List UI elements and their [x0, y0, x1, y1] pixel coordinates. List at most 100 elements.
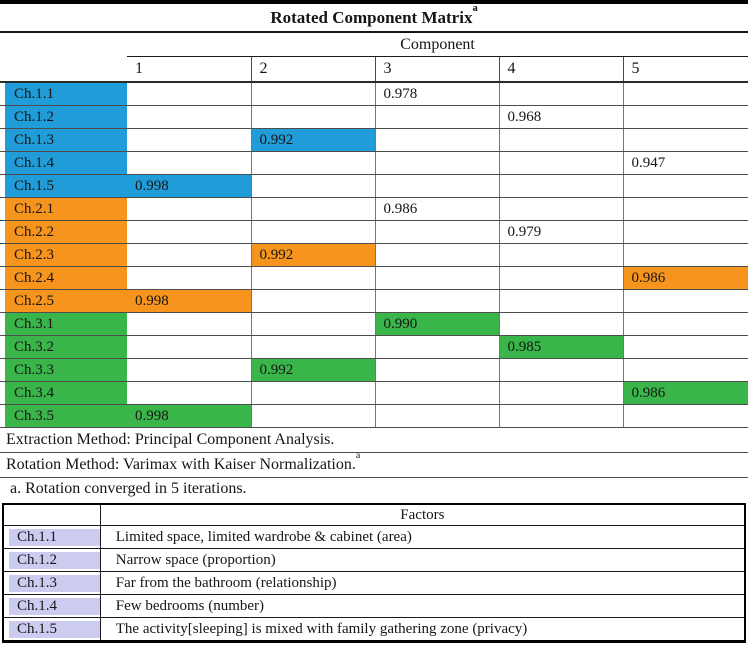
- row-label: Ch.3.1: [0, 312, 127, 336]
- empty-label-header: [0, 56, 127, 83]
- factors-row: Ch.1.5 The activity[sleeping] is mixed wi…: [2, 617, 746, 642]
- row-label: Ch.2.5: [0, 289, 127, 313]
- matrix-cell: [250, 174, 375, 198]
- matrix-title-row: Rotated Component Matrixa: [0, 0, 748, 33]
- factors-empty-header-cell: [2, 503, 101, 526]
- matrix-cell: [374, 220, 499, 244]
- matrix-cell: [374, 358, 499, 382]
- row-label: Ch.1.2: [0, 105, 127, 129]
- factors-body: Ch.1.1 Limited space, limited wardrobe & …: [2, 525, 746, 642]
- matrix-cell: [374, 335, 499, 359]
- row-label: Ch.1.5: [0, 174, 127, 198]
- matrix-cell: [622, 335, 748, 359]
- matrix-cell: [622, 174, 748, 198]
- matrix-cell: [250, 151, 375, 175]
- factor-description: Far from the bathroom (relationship): [99, 571, 746, 595]
- matrix-cell: [498, 151, 623, 175]
- matrix-cell: [498, 404, 623, 428]
- matrix-cell: [374, 289, 499, 313]
- row-label: Ch.1.1: [0, 82, 127, 106]
- row-label: Ch.2.4: [0, 266, 127, 290]
- matrix-cell: [127, 266, 251, 290]
- factor-description: Limited space, limited wardrobe & cabine…: [99, 525, 746, 549]
- column-header-3: 3: [374, 56, 499, 83]
- matrix-cell: [622, 404, 748, 428]
- component-group-row: Component: [0, 32, 748, 57]
- matrix-cell: [374, 151, 499, 175]
- footer-extraction-method: Extraction Method: Principal Component A…: [0, 427, 748, 453]
- row-label: Ch.3.4: [0, 381, 127, 405]
- matrix-cell: [374, 174, 499, 198]
- matrix-row: Ch.2.1 0.986: [0, 197, 748, 221]
- matrix-cell: 0.978: [374, 82, 499, 106]
- factor-row-label: Ch.1.3: [2, 571, 101, 595]
- row-label: Ch.2.2: [0, 220, 127, 244]
- extraction-method-text: Extraction Method: Principal Component A…: [0, 427, 748, 453]
- matrix-row: Ch.2.3 0.992: [0, 243, 748, 267]
- matrix-cell: 0.998: [127, 289, 251, 313]
- matrix-cell: 0.968: [498, 105, 623, 129]
- matrix-row: Ch.1.4 0.947: [0, 151, 748, 175]
- factors-table: Factors Ch.1.1 Limited space, limited war…: [2, 503, 746, 643]
- matrix-cell: [498, 381, 623, 405]
- matrix-cell: 0.985: [498, 335, 623, 359]
- matrix-row: Ch.3.2 0.985: [0, 335, 748, 359]
- matrix-cell: [127, 335, 251, 359]
- rotation-method-text: Rotation Method: Varimax with Kaiser Nor…: [0, 452, 748, 478]
- matrix-cell: [622, 105, 748, 129]
- matrix-cell: [127, 105, 251, 129]
- matrix-cell: 0.986: [622, 381, 748, 405]
- matrix-cell: 0.992: [250, 243, 375, 267]
- matrix-cell: 0.992: [250, 128, 375, 152]
- matrix-cell: [498, 197, 623, 221]
- matrix-row: Ch.3.1 0.990: [0, 312, 748, 336]
- matrix-cell: [250, 197, 375, 221]
- matrix-cell: [374, 128, 499, 152]
- matrix-row: Ch.3.3 0.992: [0, 358, 748, 382]
- matrix-cell: [622, 358, 748, 382]
- matrix-cell: [127, 381, 251, 405]
- factor-row-label: Ch.1.1: [2, 525, 101, 549]
- matrix-cell: [498, 358, 623, 382]
- matrix-cell: [127, 82, 251, 106]
- matrix-cell: [127, 220, 251, 244]
- matrix-cell: 0.992: [250, 358, 375, 382]
- matrix-cell: [498, 289, 623, 313]
- matrix-cell: [498, 266, 623, 290]
- matrix-cell: [250, 82, 375, 106]
- column-header-row: 1 2 3 4 5: [0, 56, 748, 83]
- row-label: Ch.3.5: [0, 404, 127, 428]
- factor-row-label: Ch.1.5: [2, 617, 101, 642]
- matrix-row: Ch.1.3 0.992: [0, 128, 748, 152]
- matrix-cell: [374, 266, 499, 290]
- column-header-5: 5: [622, 56, 748, 83]
- matrix-cell: [374, 381, 499, 405]
- column-header-4: 4: [498, 56, 623, 83]
- matrix-cell: [498, 174, 623, 198]
- empty-corner-cell: [0, 32, 127, 57]
- matrix-row: Ch.2.4 0.986: [0, 266, 748, 290]
- matrix-cell: [374, 404, 499, 428]
- footnote-superscript: a: [355, 452, 361, 462]
- row-label: Ch.1.3: [0, 128, 127, 152]
- title-superscript: a: [472, 3, 478, 15]
- matrix-cell: 0.998: [127, 174, 251, 198]
- matrix-table: Rotated Component Matrixa Component 1 2 …: [0, 0, 748, 501]
- row-label: Ch.3.2: [0, 335, 127, 359]
- matrix-cell: [127, 312, 251, 336]
- matrix-cell: [250, 312, 375, 336]
- matrix-row: Ch.1.1 0.978: [0, 82, 748, 106]
- matrix-cell: [498, 82, 623, 106]
- matrix-row: Ch.1.2 0.968: [0, 105, 748, 129]
- matrix-cell: [374, 243, 499, 267]
- row-label: Ch.2.1: [0, 197, 127, 221]
- matrix-row: Ch.3.5 0.998: [0, 404, 748, 428]
- matrix-cell: [127, 243, 251, 267]
- matrix-cell: [622, 220, 748, 244]
- footer-footnote-a: a. Rotation converged in 5 iterations.: [0, 478, 748, 501]
- matrix-cell: 0.998: [127, 404, 251, 428]
- matrix-row: Ch.3.4 0.986: [0, 381, 748, 405]
- matrix-title: Rotated Component Matrixa: [0, 0, 748, 33]
- factor-row-label: Ch.1.4: [2, 594, 101, 618]
- factors-row: Ch.1.4 Few bedrooms (number): [2, 594, 746, 618]
